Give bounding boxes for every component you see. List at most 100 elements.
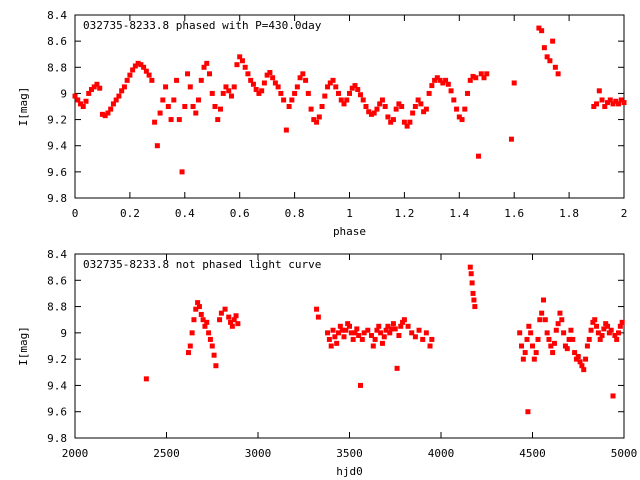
unphased-ticks: 2000 2500 3000 3500 4000 4500 5000 8.4 8.6 8.8 9 9.… <box>47 248 637 460</box>
unphased-data-point <box>361 330 367 336</box>
phased-data-point <box>552 64 558 70</box>
phased-data-point <box>160 97 166 103</box>
phased-data-point <box>248 77 254 83</box>
phased-data-point <box>228 93 234 99</box>
unphased-data-point <box>390 321 396 327</box>
phased-data-point <box>357 92 363 98</box>
phased-data-point <box>541 45 547 51</box>
unphased-data-point <box>334 340 340 346</box>
phased-data-point <box>121 84 127 90</box>
unphased-data-point <box>226 314 232 320</box>
unphased-data-point <box>200 317 206 323</box>
phased-data-point <box>322 93 328 99</box>
phased-data-point <box>127 72 133 78</box>
phased-data-point <box>157 110 163 116</box>
unphased-data-point <box>189 330 195 336</box>
unphased-data-point <box>530 343 535 349</box>
unphased-data-point <box>339 327 345 333</box>
phased-data-point <box>327 80 333 86</box>
unphased-data-point <box>352 330 358 336</box>
phased-data-point <box>412 104 418 109</box>
unphased-data-points <box>143 264 625 415</box>
phased-data-point <box>539 28 545 34</box>
phased-data-point <box>454 106 460 112</box>
phased-data-point <box>368 111 374 117</box>
phased-data-point <box>283 127 289 133</box>
phased-data-point <box>319 104 325 109</box>
phased-data-point <box>201 64 207 70</box>
unphased-data-point <box>381 334 387 340</box>
phased-light-curve-panel: 032735-8233.8 phased with P=430.0day pha… <box>17 9 627 238</box>
phased-data-point <box>379 97 385 103</box>
phased-data-point <box>429 83 435 89</box>
phased-data-point <box>99 111 105 117</box>
phased-data-point <box>105 110 111 116</box>
phased-y-tick-label: 9 <box>60 87 67 100</box>
unphased-data-point <box>595 330 601 336</box>
unphased-x-tick-label: 2000 <box>62 447 89 460</box>
unphased-data-point <box>231 317 237 323</box>
unphased-data-point <box>471 297 477 303</box>
unphased-data-point <box>420 336 426 342</box>
phased-data-point <box>607 97 613 103</box>
unphased-data-point <box>218 310 224 316</box>
phased-y-tick-label: 8.4 <box>47 9 67 22</box>
phased-data-point <box>423 106 429 112</box>
phased-data-point <box>91 84 97 90</box>
phased-data-point <box>234 62 240 68</box>
phased-data-point <box>174 77 180 83</box>
unphased-data-point <box>573 356 579 362</box>
unphased-y-tick-label: 8.6 <box>47 274 67 287</box>
phased-data-point <box>467 77 473 83</box>
unphased-data-point <box>345 321 351 327</box>
phased-data-point <box>182 104 188 109</box>
phased-data-point <box>347 90 352 96</box>
phased-x-tick-label: 0 <box>72 207 79 220</box>
unphased-data-point <box>336 330 342 336</box>
unphased-data-point <box>211 352 217 358</box>
phased-data-point <box>97 85 103 91</box>
phased-data-point <box>110 101 116 107</box>
unphased-light-curve-panel: 032735-8233.8 not phased light curve hjd… <box>17 248 637 478</box>
unphased-data-point <box>357 382 363 388</box>
phased-data-point <box>374 106 380 112</box>
phased-data-point <box>591 104 597 109</box>
phased-data-point <box>223 84 229 90</box>
unphased-data-point <box>617 323 623 329</box>
unphased-x-tick-label: 4500 <box>519 447 546 460</box>
phased-data-point <box>245 71 251 77</box>
phased-data-point <box>407 119 413 125</box>
phased-data-point <box>388 119 394 125</box>
phased-data-point <box>187 84 193 90</box>
unphased-data-point <box>548 343 554 349</box>
phased-data-point <box>338 97 344 103</box>
unphased-y-tick-label: 9.4 <box>47 379 67 392</box>
unphased-data-point <box>429 336 435 342</box>
unphased-data-point <box>143 376 149 382</box>
phased-data-point <box>621 100 627 106</box>
unphased-data-point <box>517 330 523 336</box>
unphased-y-tick-label: 9 <box>60 327 67 340</box>
phased-x-tick-label: 0.4 <box>175 207 195 220</box>
unphased-data-point <box>196 304 202 310</box>
phased-chart-title: 032735-8233.8 phased with P=430.0day <box>83 19 322 32</box>
phased-data-point <box>473 75 479 81</box>
phased-data-point <box>443 77 449 83</box>
phased-data-point <box>259 88 265 94</box>
unphased-data-point <box>427 343 433 349</box>
unphased-data-point <box>601 326 607 332</box>
unphased-data-point <box>198 311 204 317</box>
unphased-data-point <box>599 332 605 338</box>
phased-x-tick-label: 1.4 <box>449 207 469 220</box>
unphased-data-point <box>584 343 590 349</box>
phased-data-point <box>196 97 202 103</box>
phased-data-point <box>478 71 484 77</box>
phased-y-tick-label: 8.6 <box>47 35 67 48</box>
unphased-data-point <box>528 330 534 336</box>
phased-data-point <box>242 64 248 70</box>
unphased-data-point <box>409 330 415 336</box>
phased-data-point <box>72 93 78 99</box>
unphased-data-point <box>376 323 382 329</box>
phased-data-point <box>119 88 125 94</box>
